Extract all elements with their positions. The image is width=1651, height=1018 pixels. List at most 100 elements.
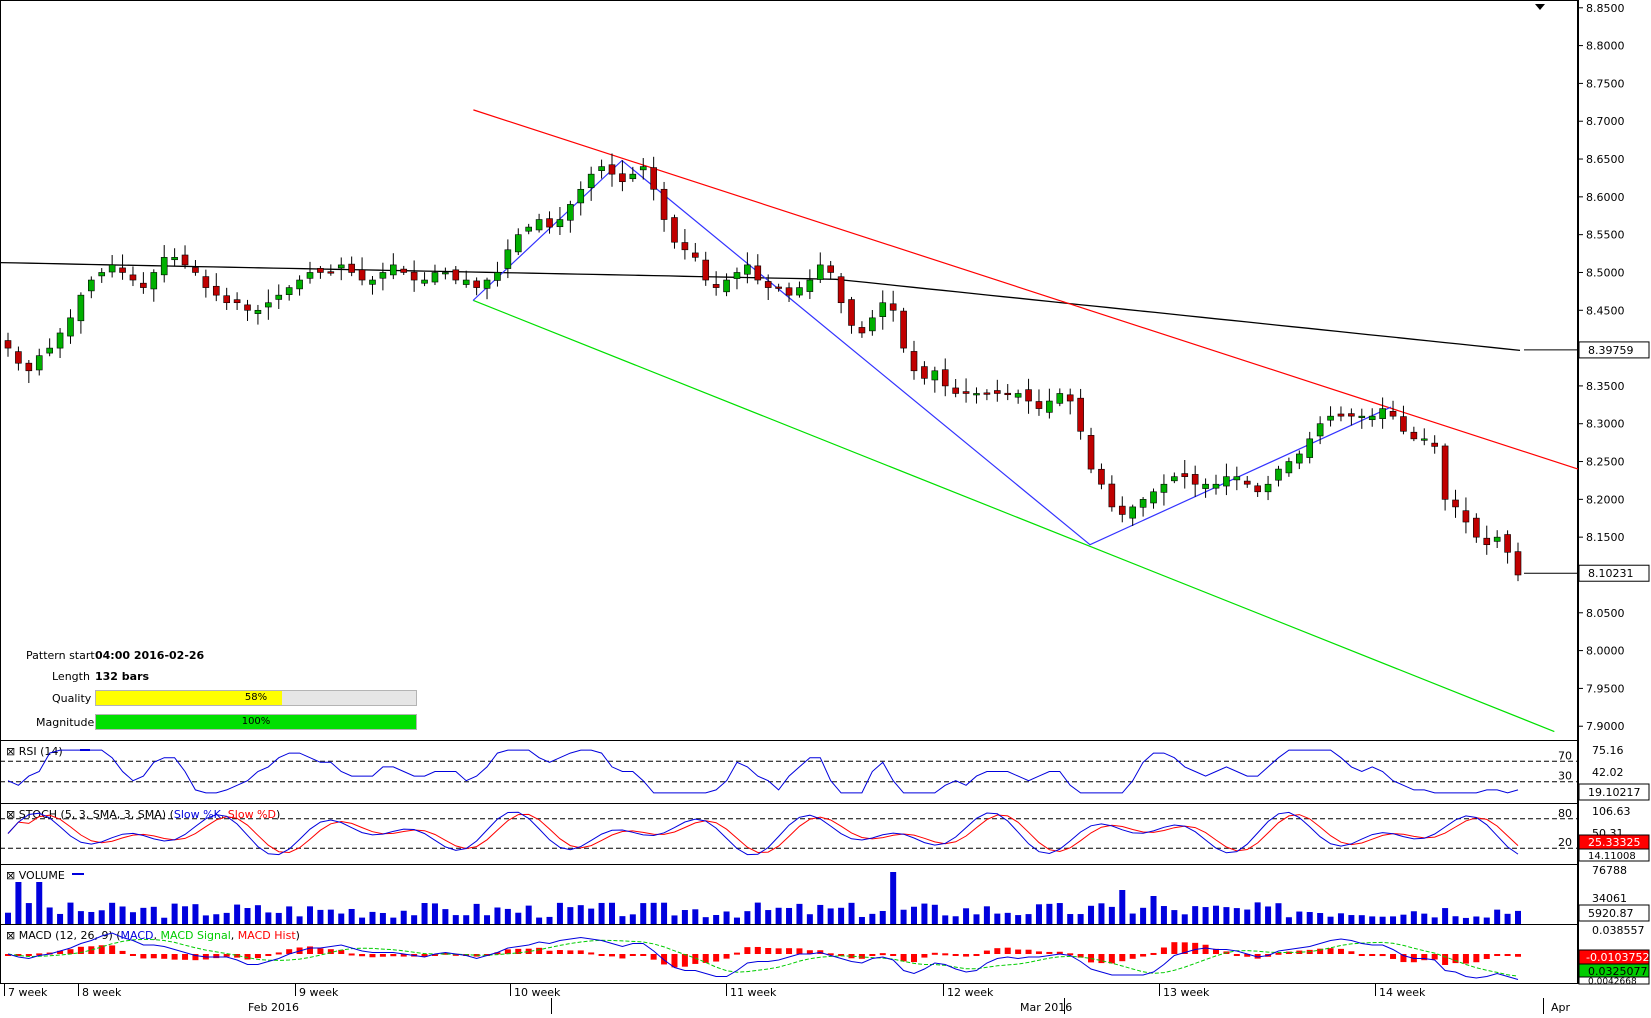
candle [744, 264, 751, 275]
candle [1504, 534, 1511, 553]
volume-bar [400, 910, 407, 924]
candle [535, 219, 543, 231]
macd-hist-bar [223, 954, 230, 957]
candle [1202, 483, 1209, 489]
volume-bar [1150, 896, 1157, 924]
macd-hist-bar [1077, 954, 1084, 958]
macd-line-box [1578, 976, 1650, 985]
candle [1285, 461, 1293, 474]
volume-bar [827, 908, 834, 924]
macd-hist-bar [744, 947, 751, 954]
volume-panel: ⊠ VOLUME 76788 34061 5920.87 [5, 864, 1650, 924]
volume-bar [983, 906, 990, 924]
candle [692, 252, 699, 258]
candle [46, 347, 53, 354]
macd-hist-bar [161, 954, 168, 959]
volume-bar [1192, 906, 1199, 924]
macd-hist-bar [98, 945, 105, 954]
macd-hist-bar [952, 954, 959, 956]
volume-title: ⊠ VOLUME [6, 869, 65, 882]
volume-bar [1358, 915, 1365, 924]
week-label: 8 week [82, 986, 122, 999]
volume-bar [858, 916, 865, 924]
volume-bar [942, 915, 949, 924]
volume-bar [536, 917, 543, 924]
candle [150, 272, 158, 290]
macd-hist-bar [713, 954, 720, 962]
volume-bar [796, 903, 803, 924]
candle [567, 204, 574, 221]
candle [431, 272, 439, 283]
stoch-axis-label: 106.63 [1592, 805, 1631, 818]
scroll-marker [1535, 4, 1545, 10]
volume-bar [588, 908, 595, 924]
macd-hist-bar [265, 954, 272, 956]
candle [1150, 491, 1157, 504]
macd-hist-bar [775, 948, 782, 954]
macd-hist-bar [452, 953, 459, 956]
macd-last-hist: -0.0103752 [1586, 951, 1649, 964]
volume-bar [88, 911, 95, 924]
ma-value-tag: 8.39759 [1588, 344, 1634, 357]
macd-hist-bar [286, 949, 293, 954]
candle [390, 264, 397, 276]
macd-hist-bar [1452, 954, 1459, 964]
candle [796, 287, 803, 296]
candle [1233, 476, 1241, 481]
volume-bar [515, 912, 522, 924]
volume-bar [1202, 907, 1209, 924]
volume-bar [661, 902, 668, 924]
volume-bar [973, 914, 980, 924]
volume-bar [838, 907, 845, 924]
week-label: 9 week [299, 986, 339, 999]
candle [358, 269, 366, 281]
volume-bar [202, 915, 209, 924]
macd-hist-bar [1025, 949, 1032, 954]
candle [98, 272, 106, 277]
candle [285, 287, 293, 295]
quality-bar-fill [96, 691, 282, 705]
price-tick-label: 7.9500 [1586, 682, 1625, 695]
macd-title: ⊠ MACD (12, 26, 9) (MACD, MACD Signal, M… [6, 929, 300, 942]
candle [671, 217, 678, 243]
volume-bar [1181, 914, 1188, 924]
macd-hist-bar [629, 954, 636, 956]
candle [400, 268, 408, 273]
macd-hist-bar [890, 954, 897, 956]
price-tick-label: 7.9000 [1586, 720, 1625, 733]
volume-bar [525, 905, 532, 924]
macd-hist-bar [931, 952, 938, 955]
volume-bar [452, 915, 459, 924]
month-label: Feb 2016 [248, 1001, 299, 1014]
candle [1337, 413, 1345, 417]
time-axis: 7 week 8 week 9 week 10 week 11 week 12 week 1… [4, 4, 1571, 1014]
candle [941, 369, 949, 387]
volume-bar [67, 902, 74, 924]
volume-bar [223, 912, 230, 924]
pattern-length-label: Length [52, 670, 90, 683]
volume-bar [1056, 903, 1063, 924]
macd-hist-bar [379, 954, 386, 957]
macd-hist-bar [254, 954, 261, 959]
candle [577, 188, 585, 204]
candle [15, 351, 22, 364]
candle [1056, 393, 1064, 404]
volume-bar [1213, 905, 1219, 924]
candle [712, 284, 720, 288]
ma-value-tag-box [1578, 341, 1650, 359]
stoch-level-mark: 80 [1558, 807, 1572, 820]
volume-bar [1515, 910, 1521, 924]
macd-hist-bar [765, 948, 772, 954]
price-tick-label: 8.8500 [1586, 2, 1625, 15]
volume-bar [879, 910, 886, 924]
candle [879, 302, 887, 317]
macd-hist-bar [1202, 944, 1209, 954]
last-price-tag-box [1578, 564, 1650, 582]
volume-bar [1035, 904, 1042, 924]
week-label: 12 week [947, 986, 994, 999]
volume-last-value: 5920.87 [1588, 907, 1634, 920]
macd-hist-bar [1515, 954, 1521, 957]
volume-bar [473, 903, 480, 924]
volume-bar [1233, 908, 1240, 924]
macd-hist-bar [515, 948, 522, 954]
